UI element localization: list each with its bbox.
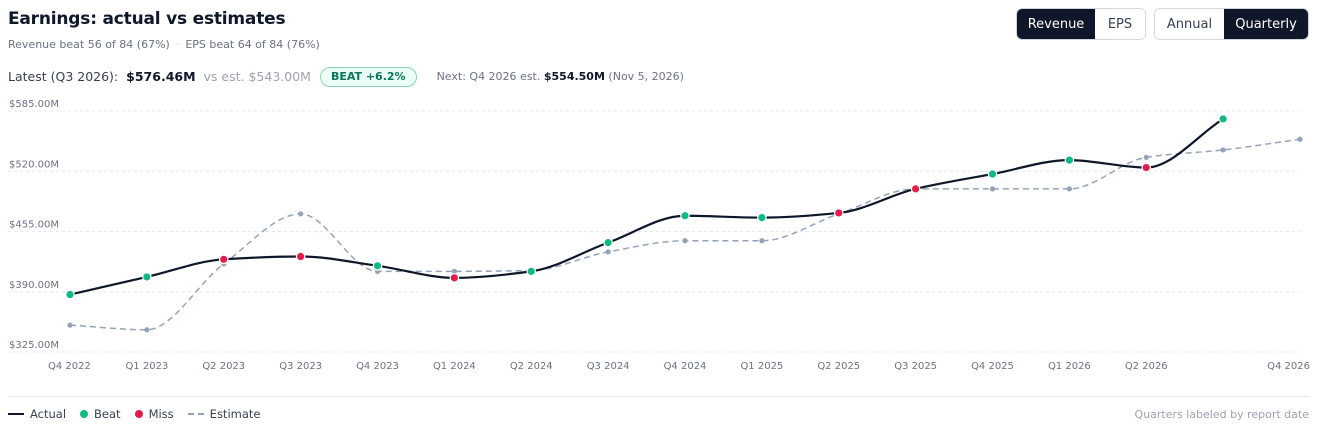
legend-actual: Actual — [8, 407, 66, 421]
next-estimate-value: $554.50M — [543, 70, 605, 83]
chart-footnote: Quarters labeled by report date — [1134, 408, 1309, 421]
y-tick-label: $455.00M — [9, 220, 59, 231]
estimate-point — [1297, 136, 1303, 142]
quarterly-toggle-button[interactable]: Quarterly — [1224, 9, 1308, 39]
x-tick-label: Q4 2025 — [971, 361, 1014, 372]
legend-beat-label: Beat — [94, 407, 121, 421]
revenue-beat-text: Revenue beat 56 of 84 (67%) — [8, 38, 170, 51]
next-estimate: Next: Q4 2026 est. $554.50M (Nov 5, 2026… — [437, 70, 684, 83]
miss-point — [449, 273, 460, 283]
estimate-point — [989, 186, 996, 192]
beat-badge: BEAT +6.2% — [319, 66, 417, 87]
estimate-point — [451, 268, 457, 274]
beat-point — [142, 272, 152, 282]
x-tick-label: Q4 2026 — [1267, 361, 1310, 372]
annual-toggle-button[interactable]: Annual — [1155, 9, 1224, 39]
legend-beat: Beat — [80, 407, 121, 421]
x-tick-label: Q2 2025 — [817, 361, 860, 372]
estimate-point — [298, 211, 304, 217]
x-tick-label: Q2 2024 — [510, 361, 553, 372]
beat-point — [372, 260, 383, 271]
separator-dot: · — [175, 38, 180, 51]
estimate-point — [1066, 186, 1072, 192]
beat-point — [65, 289, 75, 300]
x-tick-label: Q1 2024 — [433, 361, 476, 372]
metric-toggle: Revenue EPS — [1016, 8, 1146, 40]
beat-point — [987, 169, 998, 179]
x-tick-label: Q2 2026 — [1125, 361, 1168, 372]
legend-miss: Miss — [134, 407, 174, 421]
estimate-point — [1143, 154, 1149, 160]
estimate-line-swatch — [187, 413, 204, 415]
earnings-chart: $325.00M $390.00M $455.00M $520.00M $585.00M… — [8, 99, 1310, 372]
beat-dot-swatch — [80, 410, 89, 418]
page-title: Earnings: actual vs estimates — [8, 9, 286, 29]
latest-label: Latest (Q3 2026): — [8, 69, 119, 84]
x-tick-label: Q3 2025 — [894, 361, 937, 372]
legend-estimate-label: Estimate — [209, 407, 261, 421]
latest-actual-value: $576.46M — [126, 69, 196, 84]
beat-point — [680, 210, 690, 221]
x-tick-label: Q4 2023 — [356, 361, 399, 372]
legend-miss-label: Miss — [148, 407, 174, 421]
legend-actual-label: Actual — [30, 407, 67, 421]
beat-point — [1064, 155, 1075, 165]
x-tick-label: Q4 2022 — [48, 361, 91, 372]
miss-point — [295, 251, 306, 262]
chart-legend: Actual Beat Miss Estimate — [8, 407, 274, 421]
latest-estimate-value: vs est. $543.00M — [203, 69, 311, 84]
legend-estimate: Estimate — [187, 407, 261, 421]
y-tick-label: $325.00M — [9, 340, 59, 351]
y-tick-label: $520.00M — [9, 159, 59, 170]
miss-dot-swatch — [134, 410, 143, 418]
estimate-point — [1220, 147, 1226, 153]
x-tick-label: Q1 2026 — [1048, 361, 1091, 372]
x-tick-label: Q4 2024 — [664, 361, 707, 372]
x-tick-label: Q1 2023 — [125, 361, 168, 372]
period-toggle: Annual Quarterly — [1154, 8, 1309, 40]
revenue-toggle-button[interactable]: Revenue — [1017, 9, 1095, 39]
miss-point — [833, 208, 844, 218]
estimate-point — [682, 238, 688, 244]
x-tick-label: Q3 2024 — [587, 361, 630, 372]
actual-line — [69, 117, 1224, 296]
next-estimate-date: (Nov 5, 2026) — [608, 70, 684, 83]
beat-point — [526, 266, 537, 277]
beat-point — [757, 212, 767, 223]
latest-summary: Latest (Q3 2026): $576.46M vs est. $543.… — [8, 66, 684, 87]
x-tick-label: Q1 2025 — [740, 361, 783, 372]
beat-summary: Revenue beat 56 of 84 (67%) · EPS beat 64 … — [8, 38, 320, 51]
y-tick-label: $390.00M — [9, 280, 59, 291]
y-tick-label: $585.00M — [9, 99, 59, 110]
legend-divider — [8, 396, 1310, 397]
estimate-point — [67, 322, 73, 328]
estimate-point — [144, 327, 150, 333]
actual-line-swatch — [8, 413, 24, 415]
x-tick-label: Q3 2023 — [279, 361, 322, 372]
beat-point — [603, 237, 613, 248]
estimate-point — [759, 238, 765, 244]
eps-toggle-button[interactable]: EPS — [1095, 9, 1145, 39]
estimate-point — [605, 249, 611, 255]
eps-beat-text: EPS beat 64 of 84 (76%) — [185, 38, 320, 51]
miss-point — [218, 254, 229, 265]
x-tick-label: Q2 2023 — [202, 361, 245, 372]
next-estimate-prefix: Next: Q4 2026 est. — [436, 70, 541, 83]
estimate-line — [69, 138, 1301, 331]
beat-point — [1218, 114, 1228, 124]
miss-point — [1141, 162, 1152, 173]
miss-point — [910, 184, 921, 194]
